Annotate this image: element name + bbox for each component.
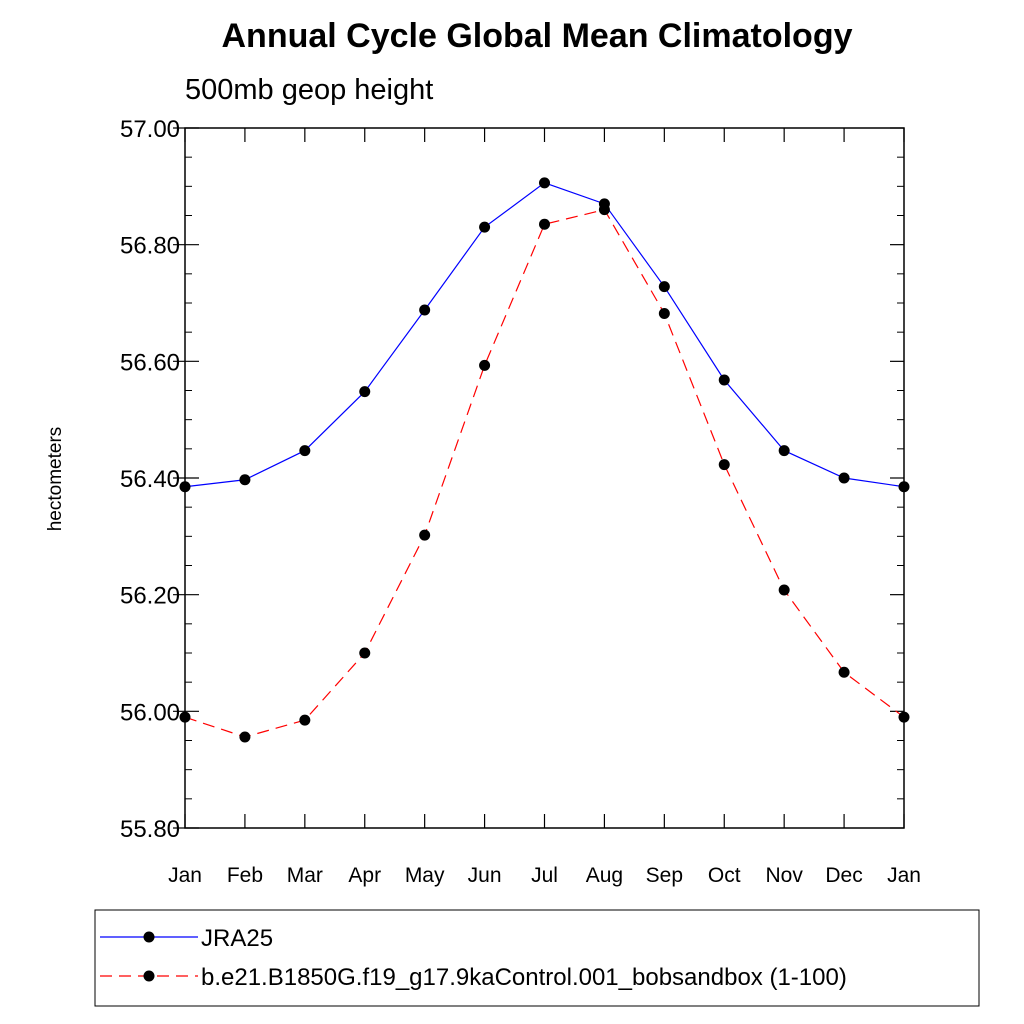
legend-label-jra25: JRA25 (201, 925, 273, 952)
chart-subtitle: 500mb geop height (185, 74, 433, 106)
data-point-series-0 (299, 445, 311, 457)
data-point-series-0 (479, 221, 491, 233)
y-tick-label: 56.40 (120, 466, 180, 493)
x-tick-label: May (405, 864, 445, 887)
data-point-series-0 (179, 481, 191, 493)
data-point-series-1 (479, 359, 491, 371)
y-tick-label: 56.20 (120, 583, 180, 610)
data-point-series-1 (778, 584, 790, 596)
y-axis-label: hectometers (45, 427, 66, 532)
y-tick-label: 55.80 (120, 816, 180, 843)
legend-label-model: b.e21.B1850G.f19_g17.9kaControl.001_bobs… (201, 964, 847, 991)
data-point-series-0 (838, 472, 850, 484)
data-point-series-0 (239, 474, 251, 486)
data-point-series-1 (598, 204, 610, 216)
legend-marker-jra25 (143, 931, 155, 943)
x-tick-label: Feb (227, 864, 263, 887)
x-tick-label: Aug (586, 864, 623, 887)
data-point-series-1 (239, 731, 251, 743)
y-tick-label: 57.00 (120, 116, 180, 143)
data-point-series-0 (898, 481, 910, 493)
data-point-series-1 (299, 714, 311, 726)
data-point-series-0 (658, 281, 670, 293)
x-tick-label: Jan (168, 864, 202, 887)
data-point-series-0 (359, 386, 371, 398)
axis-ticks: Jan Feb Mar Apr May Jun Jul Aug Sep Oct Nov Dec Jan 5… (120, 116, 921, 887)
legend-box (94, 909, 980, 1007)
chart-title: Annual Cycle Global Mean Climatology (222, 17, 853, 55)
series-line-1 (184, 208, 905, 738)
data-point-series-0 (419, 304, 431, 316)
x-tick-label: Jul (531, 864, 558, 887)
x-tick-label: Jan (887, 864, 921, 887)
x-tick-label: Apr (348, 864, 381, 887)
data-point-series-1 (838, 666, 850, 678)
data-point-series-0 (539, 177, 550, 189)
x-tick-label: Oct (708, 864, 741, 887)
data-point-series-1 (898, 711, 910, 723)
y-tick-label: 56.80 (120, 233, 180, 260)
legend: JRA25 b.e21.B1850G.f19_g17.9kaControl.00… (94, 909, 980, 1007)
x-tick-label: Nov (765, 864, 803, 887)
data-point-series-1 (658, 308, 670, 319)
x-tick-label: Dec (825, 864, 862, 887)
y-tick-label: 56.60 (120, 349, 180, 376)
data-point-series-1 (179, 711, 191, 723)
legend-marker-model (143, 970, 155, 982)
data-point-series-1 (539, 218, 550, 230)
series-layer (179, 177, 910, 743)
data-point-series-0 (778, 445, 790, 457)
x-tick-label: Mar (287, 864, 323, 887)
data-point-series-1 (718, 459, 730, 471)
y-tick-label: 56.00 (120, 699, 180, 726)
data-point-series-1 (359, 647, 371, 659)
plot-frame (184, 127, 905, 829)
x-tick-label: Sep (646, 864, 683, 887)
data-point-series-0 (718, 374, 730, 386)
data-point-series-1 (419, 529, 431, 541)
x-tick-label: Jun (468, 864, 502, 887)
